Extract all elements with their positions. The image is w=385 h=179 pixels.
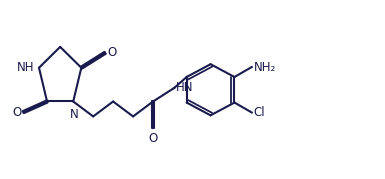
Text: NH₂: NH₂: [254, 61, 276, 74]
Text: Cl: Cl: [254, 106, 265, 119]
Text: NH: NH: [17, 61, 34, 74]
Text: HN: HN: [176, 81, 194, 94]
Text: O: O: [12, 106, 22, 119]
Text: O: O: [148, 132, 157, 145]
Text: O: O: [107, 46, 116, 59]
Text: N: N: [70, 108, 79, 121]
